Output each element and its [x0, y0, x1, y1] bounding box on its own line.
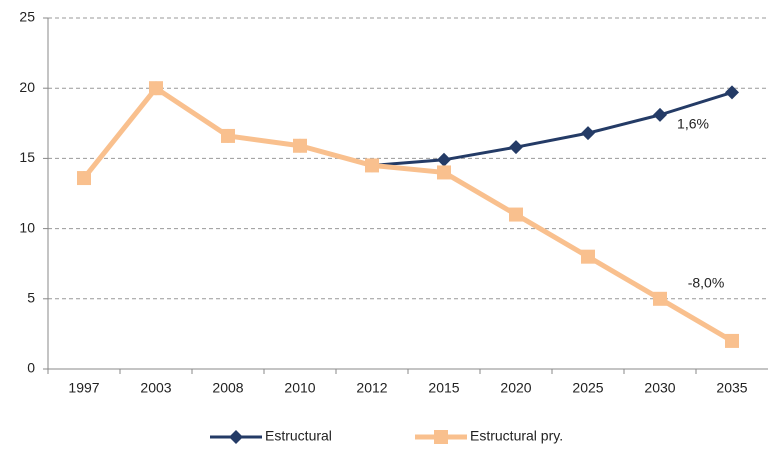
data-point — [221, 128, 235, 143]
data-point — [653, 107, 667, 122]
x-tick-label: 2025 — [572, 380, 603, 396]
x-tick-label: 1997 — [68, 380, 99, 396]
series-line — [82, 85, 734, 344]
x-tick-label: 2008 — [212, 380, 243, 396]
y-tick-label: 25 — [19, 9, 35, 25]
series-line — [82, 86, 733, 179]
annotation: 1,6% — [677, 116, 709, 132]
data-point — [581, 126, 595, 141]
data-point — [293, 138, 307, 153]
y-tick-label: 15 — [19, 149, 35, 165]
data-point — [509, 140, 523, 155]
legend-marker — [229, 430, 243, 444]
data-point — [653, 291, 667, 306]
legend-marker — [434, 430, 448, 444]
y-tick-label: 0 — [27, 360, 35, 376]
y-tick-label: 20 — [19, 79, 35, 95]
data-point — [437, 152, 451, 167]
data-point — [149, 81, 163, 96]
legend-label: Estructural pry. — [470, 428, 563, 444]
data-point — [77, 171, 91, 186]
x-tick-label: 2012 — [356, 380, 387, 396]
annotation: -8,0% — [688, 275, 725, 291]
x-tick-label: 2010 — [284, 380, 315, 396]
x-tick-label: 2030 — [644, 380, 675, 396]
x-tick-label: 2015 — [428, 380, 459, 396]
x-tick-label: 2020 — [500, 380, 531, 396]
y-tick-label: 5 — [27, 290, 35, 306]
data-point — [725, 85, 739, 100]
x-tick-label: 2035 — [716, 380, 747, 396]
data-point — [581, 249, 595, 264]
x-tick-label: 2003 — [140, 380, 171, 396]
legend-label: Estructural — [265, 428, 332, 444]
y-tick-label: 10 — [19, 219, 35, 235]
data-point — [365, 158, 379, 173]
data-point — [437, 165, 451, 180]
data-point — [509, 207, 523, 222]
data-point — [725, 333, 739, 348]
